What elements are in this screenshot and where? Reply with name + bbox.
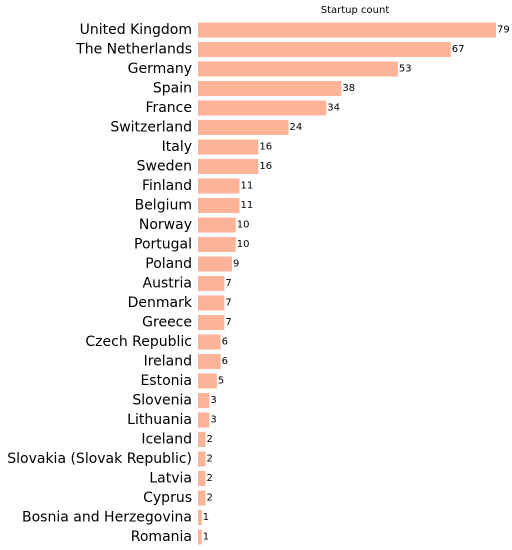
- value-label-12: 9: [233, 259, 239, 270]
- bar-9: [198, 198, 240, 213]
- bar-4: [198, 100, 327, 116]
- category-label-7: Sweden: [137, 159, 192, 175]
- category-label-16: Czech Republic: [85, 334, 192, 350]
- bar-13: [198, 276, 225, 291]
- chart-title: Startup count: [321, 5, 390, 16]
- bar-21: [198, 432, 206, 447]
- value-label-15: 7: [225, 317, 231, 328]
- bar-6: [198, 139, 259, 155]
- value-label-24: 2: [207, 493, 213, 504]
- value-label-3: 38: [342, 83, 355, 94]
- category-label-10: Norway: [139, 217, 192, 233]
- value-label-7: 16: [259, 161, 272, 172]
- bar-1: [198, 42, 451, 57]
- value-label-25: 1: [203, 512, 209, 523]
- value-label-10: 10: [237, 220, 250, 231]
- category-label-6: Italy: [162, 139, 192, 155]
- category-labels-group: United Kingdom The Netherlands Germany Spai…: [7, 22, 193, 545]
- category-label-5: Switzerland: [110, 120, 192, 136]
- value-label-13: 7: [225, 278, 231, 289]
- category-label-13: Austria: [143, 276, 192, 292]
- bars-group: [198, 22, 496, 545]
- value-label-4: 34: [327, 103, 340, 114]
- value-label-14: 7: [225, 298, 231, 309]
- bar-25: [198, 510, 202, 525]
- category-label-4: France: [145, 100, 192, 116]
- bar-15: [198, 315, 225, 330]
- category-label-25: Bosnia and Herzegovina: [22, 510, 192, 526]
- bar-2: [198, 61, 398, 77]
- value-label-0: 79: [497, 25, 510, 36]
- bar-14: [198, 295, 225, 311]
- value-label-18: 5: [218, 376, 224, 387]
- category-label-2: Germany: [128, 61, 192, 77]
- bar-17: [198, 354, 221, 369]
- value-label-20: 3: [210, 415, 216, 426]
- category-label-26: Romania: [131, 529, 192, 545]
- value-label-17: 6: [222, 356, 228, 367]
- bar-22: [198, 451, 206, 467]
- category-label-9: Belgium: [135, 198, 192, 214]
- category-label-15: Greece: [142, 315, 192, 331]
- bar-5: [198, 120, 289, 135]
- value-label-5: 24: [290, 122, 303, 133]
- category-label-14: Denmark: [128, 295, 193, 311]
- bar-19: [198, 393, 210, 408]
- value-label-26: 1: [203, 532, 209, 543]
- category-label-0: United Kingdom: [80, 22, 192, 38]
- bar-12: [198, 256, 232, 272]
- bar-0: [198, 22, 496, 38]
- bar-8: [198, 178, 240, 194]
- category-label-21: Iceland: [141, 432, 192, 448]
- category-label-12: Poland: [145, 256, 192, 272]
- bar-3: [198, 81, 342, 96]
- category-label-1: The Netherlands: [75, 42, 192, 58]
- value-label-2: 53: [399, 64, 412, 75]
- category-label-19: Slovenia: [132, 393, 192, 409]
- category-label-8: Finland: [142, 178, 192, 194]
- bar-24: [198, 490, 206, 506]
- value-label-21: 2: [207, 434, 213, 445]
- category-label-24: Cyprus: [143, 490, 192, 506]
- category-label-22: Slovakia (Slovak Republic): [7, 451, 192, 467]
- value-label-11: 10: [237, 239, 250, 250]
- category-label-23: Latvia: [149, 471, 192, 487]
- bar-26: [198, 529, 202, 545]
- bar-10: [198, 217, 236, 233]
- category-label-20: Lithuania: [127, 412, 192, 428]
- bar-20: [198, 412, 210, 428]
- bar-16: [198, 334, 221, 350]
- value-label-22: 2: [207, 454, 213, 465]
- bar-23: [198, 471, 206, 486]
- value-label-19: 3: [210, 395, 216, 406]
- category-label-3: Spain: [153, 81, 192, 97]
- category-label-11: Portugal: [134, 237, 192, 253]
- value-label-1: 67: [452, 44, 465, 55]
- value-label-8: 11: [240, 181, 253, 192]
- value-label-16: 6: [222, 337, 228, 348]
- value-label-6: 16: [259, 142, 272, 153]
- bar-18: [198, 373, 217, 389]
- category-label-17: Ireland: [144, 354, 192, 370]
- bar-7: [198, 159, 259, 174]
- value-label-23: 2: [207, 473, 213, 484]
- bar-11: [198, 237, 236, 252]
- value-label-9: 11: [240, 200, 253, 211]
- category-label-18: Estonia: [140, 373, 192, 389]
